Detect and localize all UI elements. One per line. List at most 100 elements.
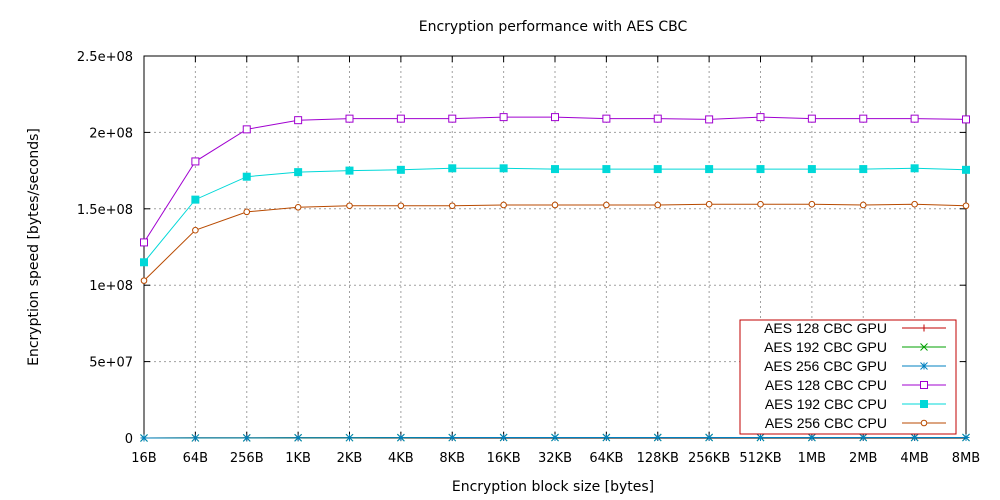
data-point	[448, 433, 457, 442]
data-point	[911, 200, 918, 208]
data-point	[920, 400, 928, 408]
x-tick-label: 64KB	[589, 451, 623, 466]
data-point-stroke	[808, 433, 816, 442]
data-point	[191, 195, 200, 204]
data-point	[396, 114, 405, 123]
x-tick-label: 16B	[131, 451, 156, 466]
x-axis-label: Encryption block size [bytes]	[452, 479, 654, 495]
data-point	[551, 165, 559, 174]
legend-label: AES 128 CBC GPU	[764, 320, 887, 336]
x-tick-label: 4KB	[388, 451, 414, 466]
data-point-stroke	[910, 433, 919, 442]
data-point	[859, 114, 868, 123]
legend-label: AES 256 CBC CPU	[765, 415, 887, 431]
data-point	[653, 433, 662, 442]
series-layer	[140, 113, 970, 442]
x-tick-label: 2MB	[849, 451, 877, 466]
y-tick-label: 0	[125, 432, 133, 447]
series-aes-192-cbc-cpu	[140, 164, 970, 267]
data-point	[807, 165, 816, 174]
axis-ticks: 16B 64B 256B 1KB 2KB 4KB 8KB 16KB 32KB 64KB 128KB 2…	[77, 50, 980, 466]
y-tick-label: 2e+08	[89, 126, 133, 141]
legend-label: AES 128 CBC CPU	[765, 377, 887, 393]
data-point	[448, 202, 456, 210]
data-point-stroke	[140, 434, 148, 442]
data-point	[807, 114, 816, 123]
y-tick-label: 2.5e+08	[77, 50, 133, 65]
data-point	[551, 201, 559, 209]
data-point	[705, 200, 713, 208]
data-point	[602, 114, 611, 123]
series-aes-128-cbc-cpu	[140, 113, 970, 247]
data-point-stroke	[294, 433, 302, 442]
data-point-stroke	[242, 434, 251, 442]
data-point	[962, 202, 970, 210]
data-point-stroke	[756, 433, 765, 442]
data-point-stroke	[920, 343, 928, 351]
data-point	[499, 164, 508, 173]
y-tick-label: 1.5e+08	[77, 203, 133, 218]
data-point	[653, 165, 662, 174]
data-point	[345, 433, 354, 442]
data-point-stroke	[859, 433, 868, 442]
data-point	[140, 258, 148, 267]
x-tick-label: 8KB	[439, 451, 465, 466]
data-point	[140, 434, 148, 442]
chart-title: Encryption performance with AES CBC	[419, 19, 688, 35]
data-point	[910, 433, 919, 442]
data-point	[859, 433, 868, 442]
x-tick-label: 128KB	[637, 451, 679, 466]
data-point	[756, 433, 765, 442]
x-tick-label: 8MB	[952, 451, 980, 466]
legend-label: AES 192 CBC GPU	[764, 339, 887, 355]
legend: AES 128 CBC GPU AES 192 CBC GPU AES 256 CB…	[739, 319, 957, 435]
data-point	[294, 203, 302, 211]
data-point	[346, 202, 353, 210]
data-point-stroke	[962, 433, 970, 442]
x-tick-label: 4MB	[900, 451, 928, 466]
data-point	[859, 201, 867, 209]
data-point	[140, 238, 148, 247]
data-point	[191, 157, 200, 166]
legend-label: AES 192 CBC CPU	[765, 396, 887, 412]
x-tick-label: 256B	[230, 451, 264, 466]
data-point	[962, 433, 970, 442]
data-point	[242, 434, 251, 442]
x-tick-label: 512KB	[739, 451, 781, 466]
data-point	[345, 166, 354, 175]
data-point	[920, 324, 928, 332]
data-point-stroke	[345, 433, 354, 442]
data-point-stroke	[191, 434, 200, 442]
data-point	[500, 201, 507, 209]
data-point	[654, 201, 662, 209]
data-point	[345, 114, 354, 123]
data-point	[396, 165, 405, 174]
data-point-stroke	[653, 433, 662, 442]
data-point	[192, 226, 199, 234]
data-point	[499, 433, 508, 442]
data-point	[294, 433, 302, 442]
data-point	[551, 433, 559, 442]
data-point	[920, 343, 928, 351]
data-point	[294, 168, 303, 177]
data-point	[757, 200, 764, 208]
data-point-stroke	[397, 433, 405, 442]
data-point	[705, 433, 713, 442]
legend-label: AES 256 CBC GPU	[764, 358, 887, 374]
series-aes-256-cbc-gpu	[140, 433, 970, 442]
data-point	[920, 381, 928, 389]
legend-box	[739, 319, 957, 435]
data-point	[294, 116, 303, 125]
data-point	[140, 277, 148, 284]
data-point	[910, 164, 919, 173]
data-point	[705, 115, 714, 124]
data-point	[920, 362, 928, 370]
data-point-stroke	[499, 433, 508, 442]
data-point	[756, 165, 765, 174]
data-point	[448, 114, 457, 123]
data-point	[920, 419, 928, 427]
x-tick-label: 2KB	[337, 451, 363, 466]
data-point	[910, 114, 919, 123]
x-tick-label: 64B	[183, 451, 208, 466]
data-point	[808, 433, 816, 442]
